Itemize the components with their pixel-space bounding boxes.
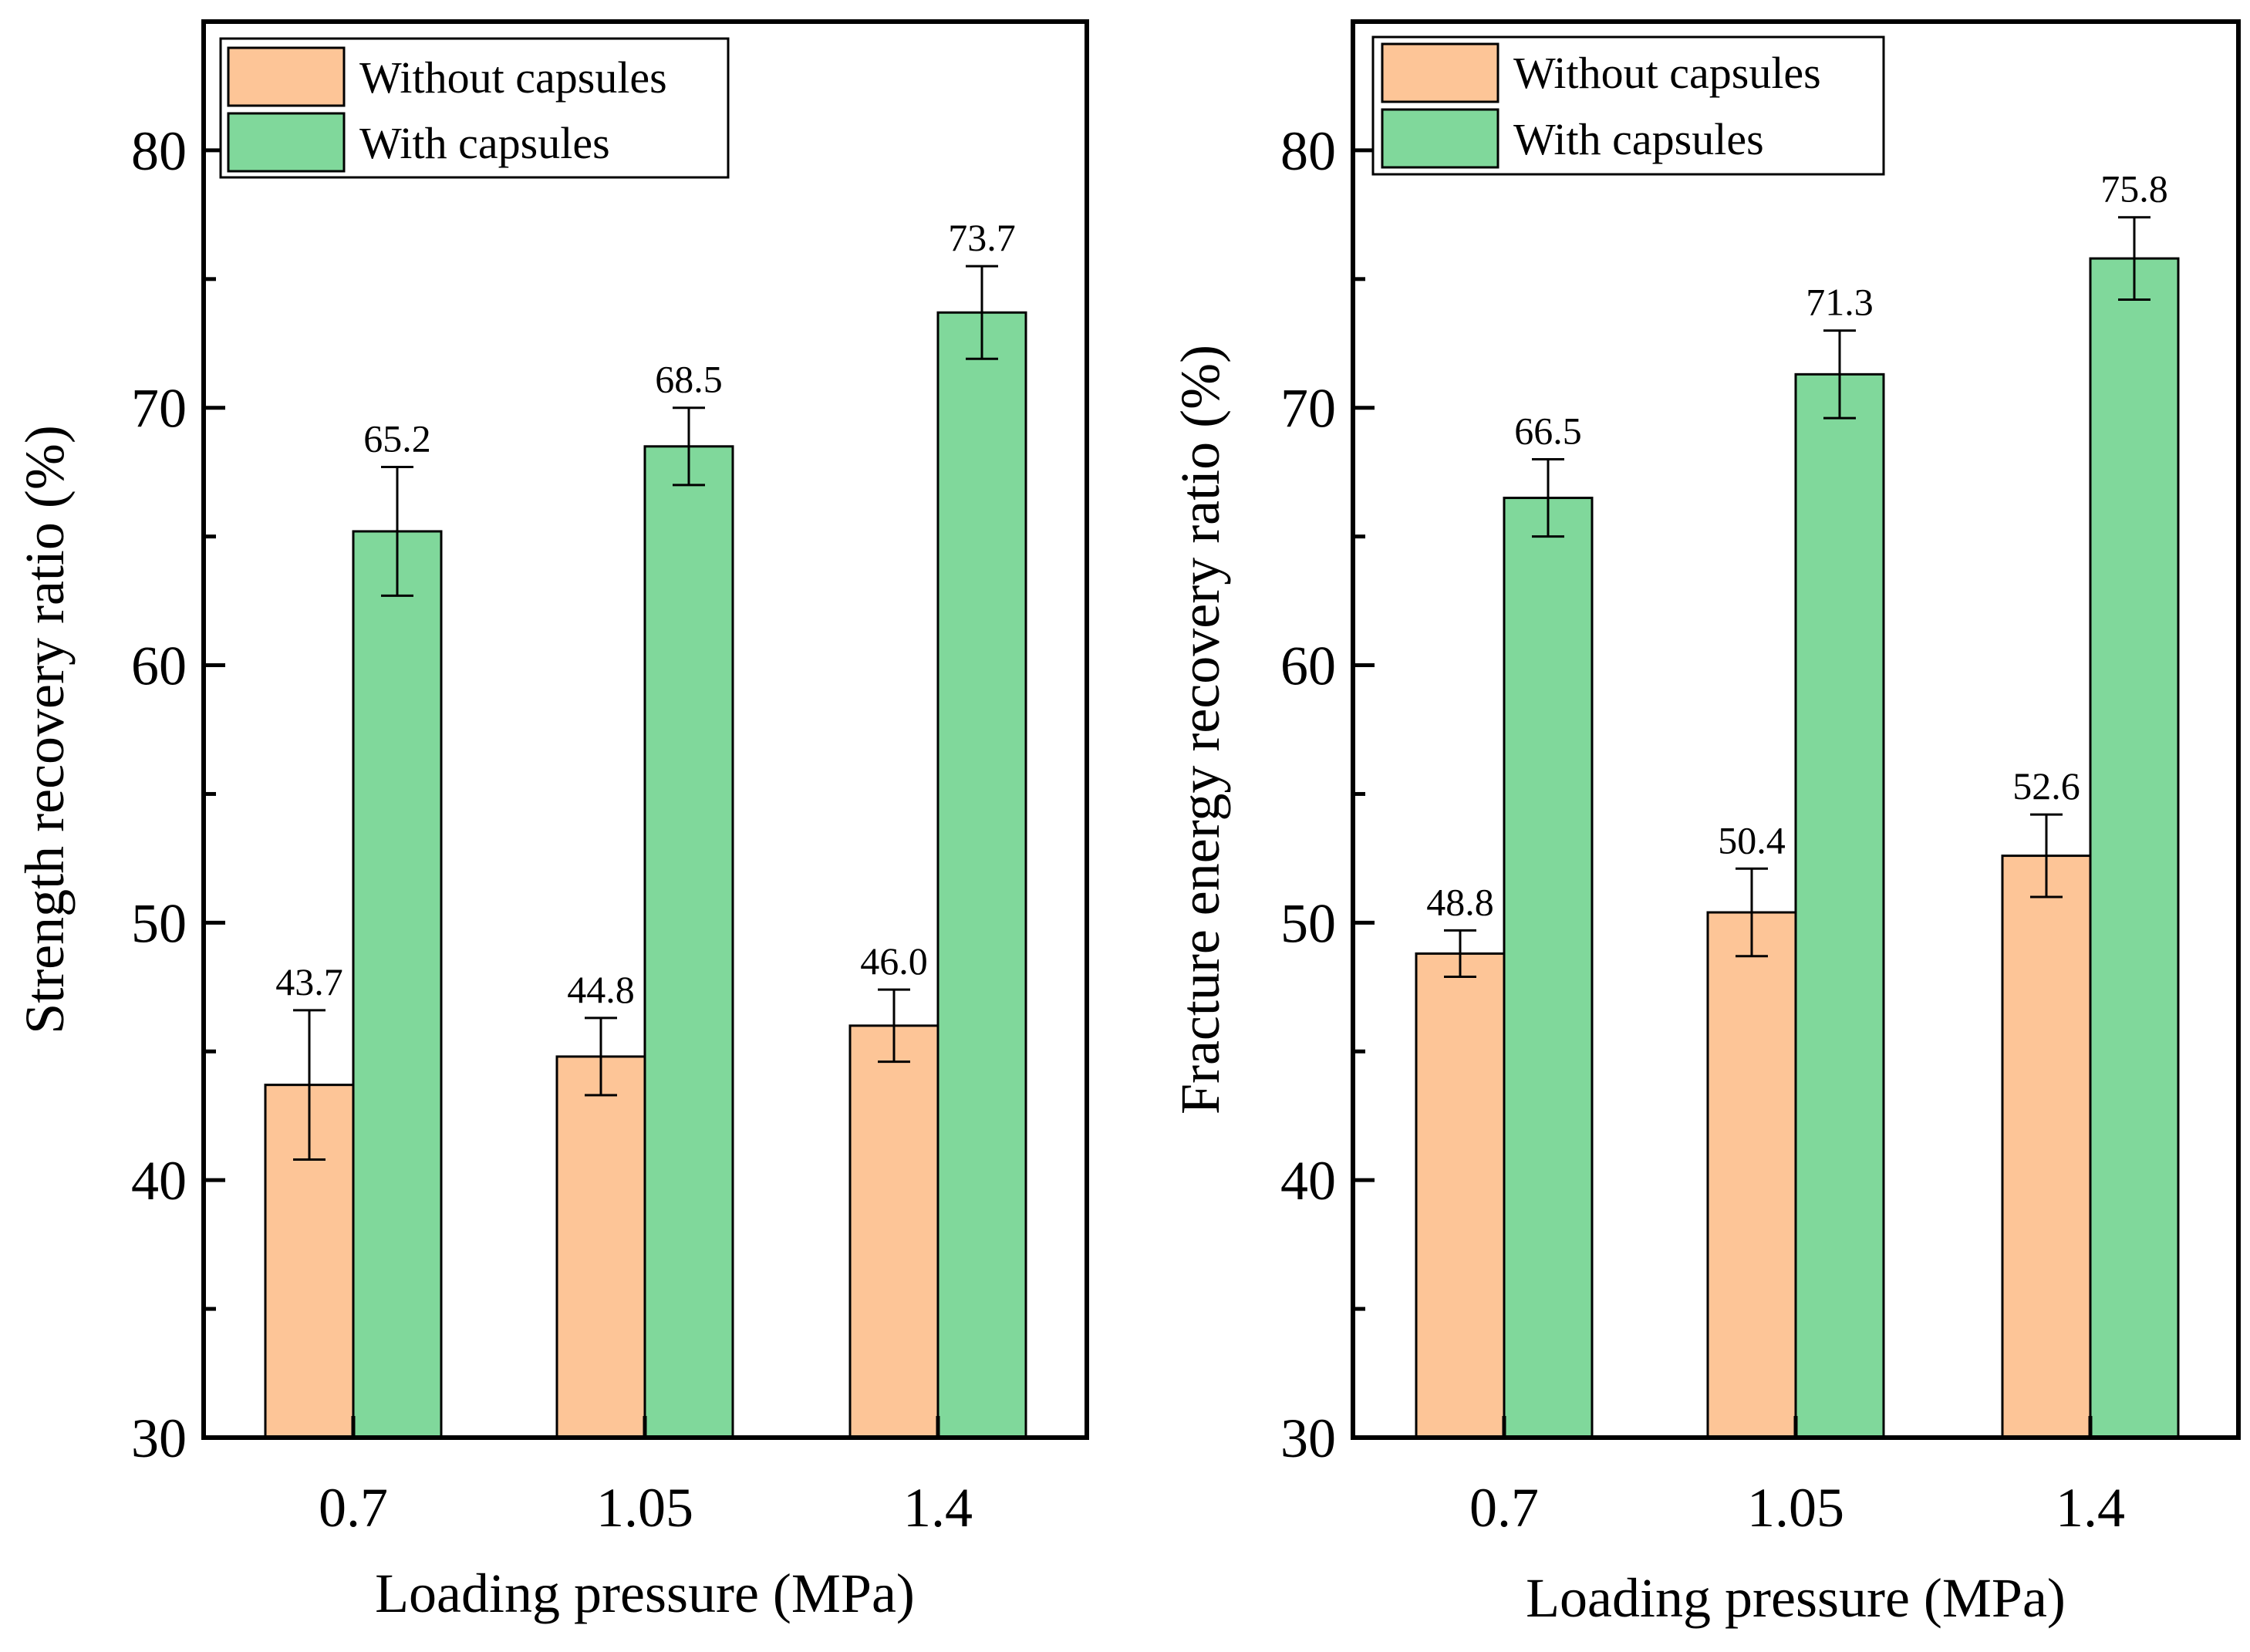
bars-group xyxy=(264,311,1027,1439)
legend: Without capsules With capsules xyxy=(219,37,730,179)
bar-with-capsules xyxy=(1503,497,1594,1439)
y-tick-label: 60 xyxy=(131,636,187,697)
y-tick-label: 80 xyxy=(1280,120,1336,182)
bar-value-label: 46.0 xyxy=(860,939,928,983)
y-tick-label: 40 xyxy=(1280,1150,1336,1212)
bar-value-label: 50.4 xyxy=(1718,818,1786,861)
value-labels-group: 48.8 66.5 50.4 71.3 52.6 75.8 xyxy=(1426,167,2168,924)
legend-swatch-without-capsules xyxy=(1381,42,1499,103)
bar-with-capsules xyxy=(643,445,734,1439)
y-tick-label: 50 xyxy=(1280,892,1336,954)
fracture-energy-chart: 48.8 66.5 50.4 71.3 52.6 75.8 30 40 50 60 70 80 0.… xyxy=(1169,19,2241,1629)
legend-label-without-capsules: Without capsules xyxy=(1513,48,1821,98)
value-labels-group: 43.7 65.2 44.8 68.5 46.0 73.7 xyxy=(275,216,1016,1011)
bar-with-capsules xyxy=(2089,257,2180,1439)
error-bars-group xyxy=(293,265,998,1161)
legend-swatch-with-capsules xyxy=(227,112,346,173)
bar-value-label: 68.5 xyxy=(655,358,723,401)
y-tick-label: 80 xyxy=(131,120,187,182)
y-axis-title: Fracture energy recovery ratio (%) xyxy=(1169,345,1231,1114)
y-tick-label: 30 xyxy=(1280,1408,1336,1469)
x-tick-label: 0.7 xyxy=(1469,1477,1539,1539)
bar-value-label: 75.8 xyxy=(2100,167,2168,211)
x-tick-label: 1.4 xyxy=(903,1477,973,1539)
bars-group xyxy=(1415,257,2180,1439)
bar-with-capsules xyxy=(1794,373,1885,1439)
bar-with-capsules xyxy=(352,530,443,1439)
x-tick-label: 0.7 xyxy=(319,1477,388,1539)
legend-swatch-without-capsules xyxy=(227,46,346,107)
y-tick-label: 60 xyxy=(1280,636,1336,697)
strength-chart: 43.7 65.2 44.8 68.5 46.0 73.7 30 40 50 60 70 80 0.… xyxy=(14,19,1089,1624)
y-tick-label: 70 xyxy=(1280,378,1336,440)
y-ticks-group: 30 40 50 60 70 80 xyxy=(1280,19,1375,1469)
x-axis-title: Loading pressure (MPa) xyxy=(1526,1567,2066,1629)
bar-value-label: 52.6 xyxy=(2012,764,2080,807)
error-bars-group xyxy=(1444,216,2150,978)
legend-label-with-capsules: With capsules xyxy=(359,118,610,168)
x-ticks-group: 0.7 1.05 1.4 xyxy=(1469,1416,2125,1539)
y-tick-label: 30 xyxy=(131,1408,187,1469)
x-axis-title: Loading pressure (MPa) xyxy=(375,1563,915,1624)
bar-value-label: 66.5 xyxy=(1514,409,1582,452)
bar-value-label: 73.7 xyxy=(948,216,1016,259)
bar-without-capsules xyxy=(848,1024,939,1439)
bar-value-label: 44.8 xyxy=(567,968,635,1011)
bar-with-capsules xyxy=(936,311,1027,1439)
bar-value-label: 71.3 xyxy=(1806,281,1874,324)
x-tick-label: 1.05 xyxy=(1747,1477,1844,1539)
y-axis-title: Strength recovery ratio (%) xyxy=(14,425,76,1034)
bar-without-capsules xyxy=(1415,952,1506,1439)
x-tick-label: 1.05 xyxy=(596,1477,693,1539)
y-ticks-group: 30 40 50 60 70 80 xyxy=(131,19,225,1469)
y-tick-label: 70 xyxy=(131,378,187,440)
bar-without-capsules xyxy=(1706,911,1797,1439)
bar-value-label: 48.8 xyxy=(1426,880,1494,923)
bar-without-capsules xyxy=(2001,855,2092,1439)
bar-value-label: 43.7 xyxy=(275,960,343,1003)
legend: Without capsules With capsules xyxy=(1371,35,1885,176)
bar-without-capsules xyxy=(555,1055,646,1439)
legend-label-without-capsules: Without capsules xyxy=(359,52,667,103)
y-tick-label: 50 xyxy=(131,892,187,954)
bar-value-label: 65.2 xyxy=(363,417,431,460)
x-tick-label: 1.4 xyxy=(2056,1477,2125,1539)
y-tick-label: 40 xyxy=(131,1150,187,1212)
x-ticks-group: 0.7 1.05 1.4 xyxy=(319,1416,973,1539)
legend-label-with-capsules: With capsules xyxy=(1513,114,1764,164)
legend-swatch-with-capsules xyxy=(1381,108,1499,169)
